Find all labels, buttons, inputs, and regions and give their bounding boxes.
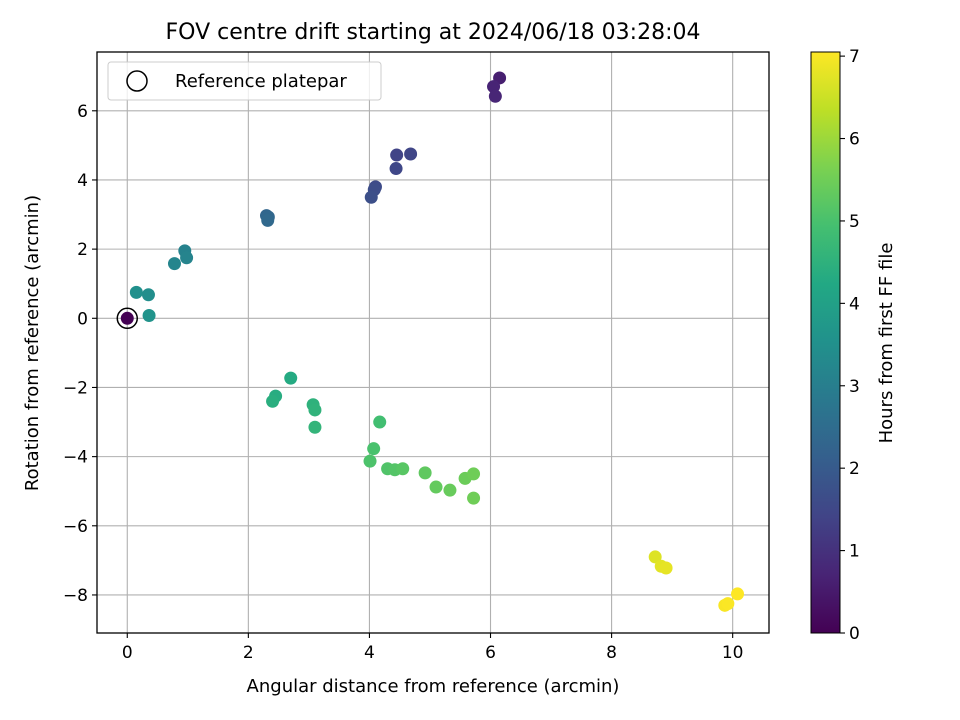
colorbar: 0 1 2 3 4 5 6 7 Hours from first FF file [810,47,897,644]
y-tick-label: 0 [77,309,88,329]
x-tick-label: 6 [485,643,496,663]
colorbar-ticks: 0 1 2 3 4 5 6 7 [840,47,860,644]
data-point [404,147,418,161]
data-point [373,415,387,429]
colorbar-tick-label: 3 [849,377,860,397]
y-tick-label: 4 [77,171,88,191]
data-point [418,466,432,480]
colorbar-tick-label: 1 [849,542,860,562]
data-point [367,442,381,456]
data-point [142,309,156,323]
data-point [487,80,501,94]
data-point [261,213,275,227]
legend: Reference platepar [107,61,382,101]
data-point [364,190,378,204]
data-point [389,162,403,176]
y-tick-label: −4 [63,448,88,468]
y-axis-label: Rotation from reference (arcmin) [22,195,43,491]
legend-marker-reference [126,70,148,92]
data-point [266,394,280,408]
plot-frame [96,51,770,634]
colorbar-tick-label: 6 [849,130,860,150]
data-point [308,403,322,417]
data-point [390,148,404,162]
colorbar-tick-label: 4 [849,294,860,314]
y-tick-label: 2 [77,240,88,260]
data-point [396,462,410,476]
y-tick-label: 6 [77,102,88,122]
data-point [120,311,134,325]
x-tick-label: 0 [122,643,133,663]
data-point [467,491,481,505]
data-point [363,454,377,468]
data-point [488,89,502,103]
legend-box [107,61,382,101]
x-tick-label: 4 [364,643,375,663]
colorbar-label: Hours from first FF file [876,243,897,444]
x-axis-label: Angular distance from reference (arcmin) [247,676,620,697]
data-point [180,251,194,265]
data-point [308,420,322,434]
y-tick-label: −6 [63,517,88,537]
grid-lines [97,52,769,633]
colorbar-tick-label: 0 [849,624,860,644]
x-tick-label: 2 [243,643,254,663]
data-point [443,483,457,497]
x-tick-label: 8 [606,643,617,663]
colorbar-tick-label: 7 [849,47,860,67]
data-point [167,257,181,271]
data-point [648,550,662,564]
data-point [129,285,143,299]
data-point [731,587,745,601]
reference-platepar-marker [116,307,139,330]
y-tick-label: −2 [63,378,88,398]
axis-ticks: 0 2 4 6 8 10 −8 −6 −4 −2 0 2 4 6 [63,102,744,663]
colorbar-tick-label: 2 [849,459,860,479]
data-point [659,561,673,575]
data-point [141,288,155,302]
colorbar-tick-label: 5 [849,212,860,232]
data-point [467,467,481,481]
colorbar-gradient [810,51,841,634]
data-point [721,597,735,611]
y-tick-label: −8 [63,586,88,606]
x-tick-label: 10 [722,643,744,663]
data-points [120,71,745,612]
legend-label-reference: Reference platepar [175,71,347,92]
data-point [284,371,298,385]
data-point [429,480,443,494]
chart-title: FOV centre drift starting at 2024/06/18 … [166,20,701,45]
